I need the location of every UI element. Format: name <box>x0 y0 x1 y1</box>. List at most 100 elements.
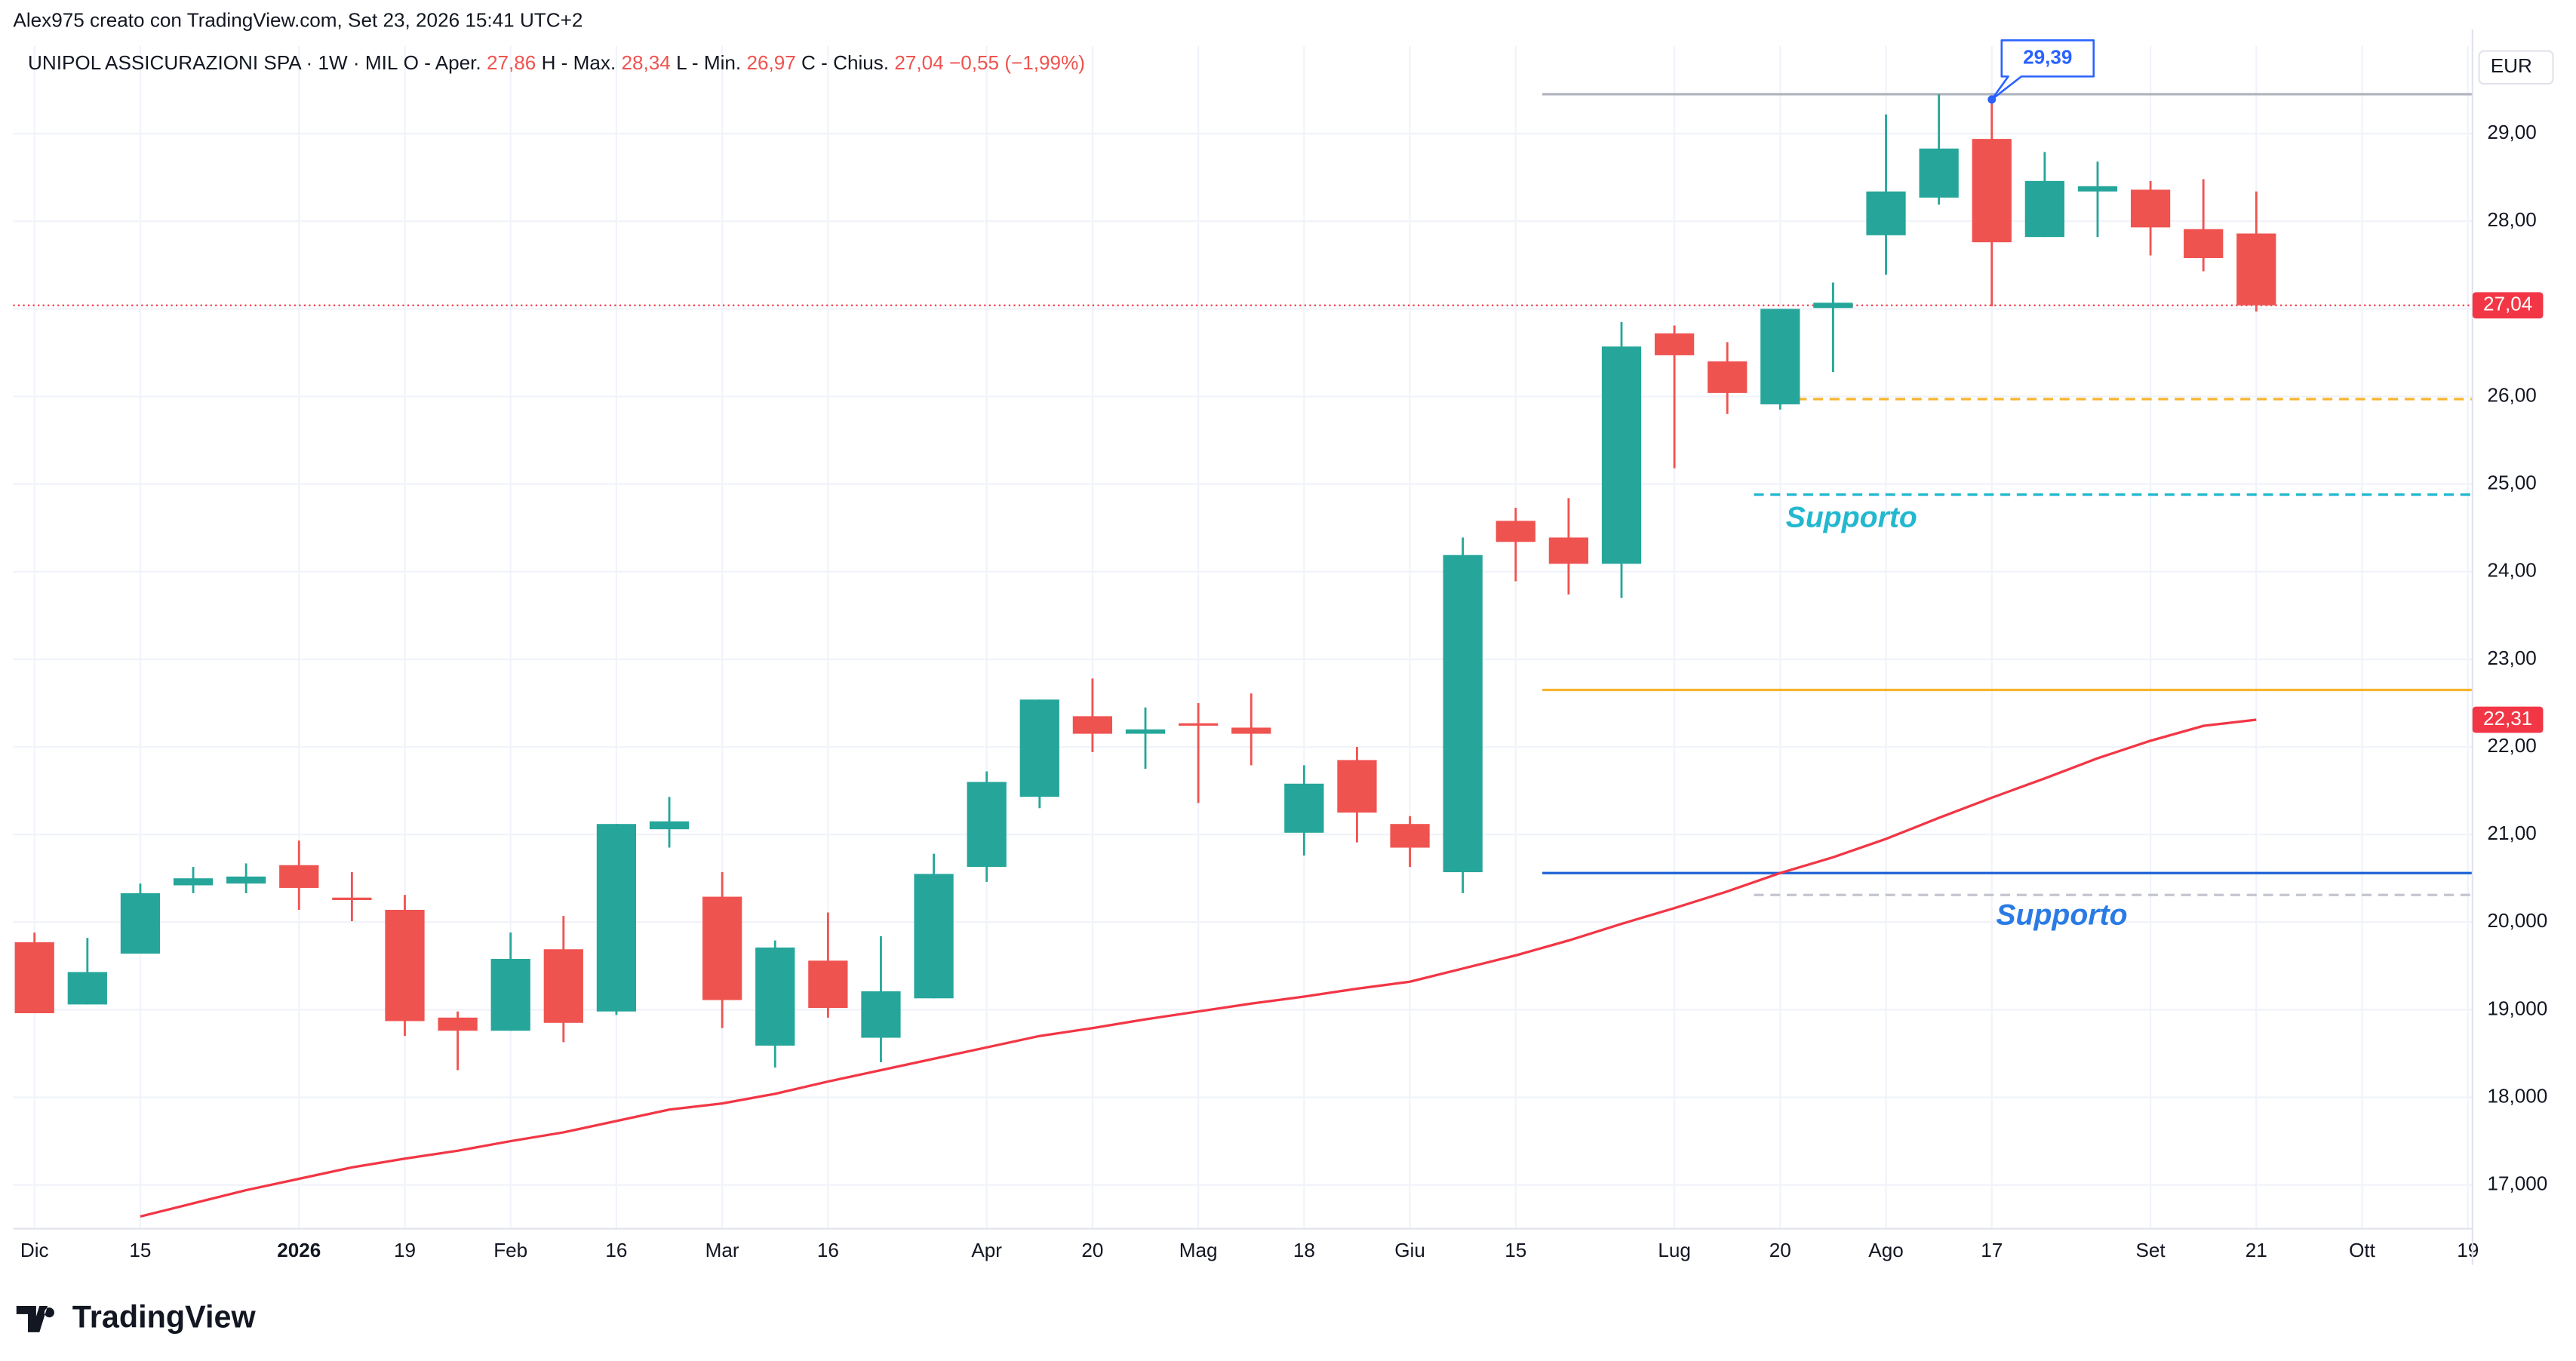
candle-body <box>1919 148 1959 198</box>
candle-body <box>2130 189 2171 228</box>
x-tick-label: Set <box>2135 1239 2166 1261</box>
legend-space <box>481 51 487 74</box>
logo: TradingView <box>16 1299 257 1334</box>
candle-body <box>490 959 530 1031</box>
candle-body <box>596 824 637 1012</box>
candle-body <box>1019 699 1059 797</box>
candle-body <box>120 892 161 954</box>
credit: Alex975 creato con TradingView.com, Set … <box>13 8 583 31</box>
y-tick-label: 19,000 <box>2487 997 2547 1019</box>
legend-space <box>889 51 894 74</box>
candle-body <box>2236 233 2276 306</box>
y-tick-label: 28,00 <box>2487 208 2536 231</box>
legend-item: 27,86 <box>487 51 536 74</box>
x-tick-label: Dic <box>20 1239 49 1261</box>
legend-space <box>671 51 676 74</box>
candle-body <box>967 782 1007 868</box>
legend-space <box>536 51 541 74</box>
legend-item: L - Min. <box>676 51 741 74</box>
legend-space <box>616 51 621 74</box>
candle-body <box>1548 537 1589 564</box>
candle-body <box>1654 333 1695 355</box>
x-tick-label: 2026 <box>277 1239 321 1261</box>
y-tick-label: 21,00 <box>2487 822 2536 844</box>
annotation: Supporto <box>1786 501 1917 533</box>
labels: 17,000 18,000 19,000 20,000 21,00 22,00 23,00 2… <box>20 121 2547 1261</box>
candle-body <box>332 897 372 900</box>
currency: EUR <box>2491 54 2532 77</box>
candle-body <box>385 909 425 1022</box>
legend-space <box>796 51 801 74</box>
y-tick-label: 29,00 <box>2487 121 2536 143</box>
candle-body <box>2077 186 2118 192</box>
annotation: Supporto <box>1996 899 2127 931</box>
candle-body <box>1443 555 1483 873</box>
candle-body <box>2024 180 2064 238</box>
price-label: 27,04 <box>2483 293 2532 315</box>
candle-body <box>1866 191 1906 235</box>
x-tick-label: Mar <box>705 1239 739 1261</box>
candle-body <box>1813 303 1853 309</box>
high-marker-label: 29,39 <box>2023 45 2072 68</box>
candle-body <box>543 949 583 1023</box>
candle-body <box>861 991 901 1038</box>
candle-body <box>1601 346 1642 564</box>
candle-body <box>755 947 795 1046</box>
x-tick-label: Lug <box>1658 1239 1691 1261</box>
x-tick-label: 17 <box>1981 1239 2003 1261</box>
y-tick-label: 24,00 <box>2487 559 2536 582</box>
legend: UNIPOL ASSICURAZIONI SPA · 1W · MIL O - … <box>28 51 1085 74</box>
y-tick-label: 22,00 <box>2487 734 2536 757</box>
x-tick-label: 16 <box>817 1239 839 1261</box>
x-tick-label: 20 <box>1081 1239 1103 1261</box>
logo-text: TradingView <box>72 1299 257 1334</box>
y-tick-label: 17,000 <box>2487 1172 2547 1195</box>
candle-body <box>1390 824 1430 848</box>
x-tick-label: 18 <box>1293 1239 1315 1261</box>
candle-body <box>1337 760 1377 813</box>
x-tick-label: 21 <box>2246 1239 2267 1261</box>
legend-space <box>944 51 949 74</box>
high-marker-box <box>1990 39 2095 101</box>
y-tick-label: 25,00 <box>2487 472 2536 494</box>
candle-body <box>808 960 848 1009</box>
y-tick-label: 20,000 <box>2487 909 2547 932</box>
candle-body <box>14 942 54 1014</box>
price-label-box <box>2472 292 2544 319</box>
legend-space <box>398 51 403 74</box>
candle-body <box>1178 723 1219 726</box>
legend-item: UNIPOL ASSICURAZIONI SPA · 1W · MIL <box>28 51 398 74</box>
logo-mark <box>16 1306 54 1332</box>
y-tick-label: 18,000 <box>2487 1084 2547 1107</box>
legend-item: 28,34 <box>621 51 670 74</box>
legend-item: H - Max. <box>542 51 616 74</box>
candle-body <box>1125 729 1166 734</box>
x-tick-label: 20 <box>1769 1239 1791 1261</box>
y-tick-label: 23,00 <box>2487 647 2536 669</box>
x-tick-label: 16 <box>605 1239 627 1261</box>
candle-body <box>1760 309 1800 404</box>
candle-body <box>226 876 266 884</box>
legend-item: 26,97 <box>746 51 795 74</box>
x-tick-label: Ago <box>1868 1239 1903 1261</box>
candle-body <box>173 878 214 886</box>
currency-box <box>2478 50 2554 85</box>
legend-item: −0,55 (−1,99%) <box>949 51 1085 74</box>
grid <box>13 46 2473 1229</box>
x-tick-label: 15 <box>1505 1239 1526 1261</box>
legend-item: O - Aper. <box>404 51 481 74</box>
candle-body <box>649 821 690 830</box>
marks <box>14 94 2276 1071</box>
x-tick-label: 19 <box>2457 1239 2479 1261</box>
x-tick-label: Mag <box>1179 1239 1218 1261</box>
candle-body <box>914 874 954 999</box>
candle-body <box>1972 139 2012 243</box>
legend-space <box>741 51 746 74</box>
candle-body <box>2184 229 2224 259</box>
x-tick-label: Ott <box>2349 1239 2376 1261</box>
candle-body <box>702 896 742 1000</box>
candle-body <box>1495 521 1535 542</box>
x-tick-label: Giu <box>1394 1239 1425 1261</box>
x-tick-label: 19 <box>394 1239 416 1261</box>
